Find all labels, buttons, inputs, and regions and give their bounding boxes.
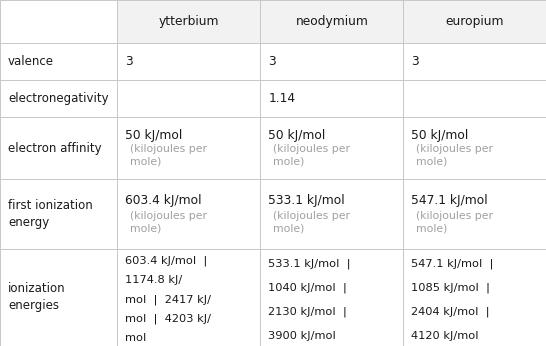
Text: (kilojoules per
mole): (kilojoules per mole) <box>274 145 351 167</box>
Text: 603.4 kJ/mol  |: 603.4 kJ/mol | <box>126 255 208 266</box>
Text: first ionization
energy: first ionization energy <box>8 199 93 229</box>
Text: 1040 kJ/mol  |: 1040 kJ/mol | <box>269 282 347 293</box>
Bar <box>403 0 546 43</box>
Text: neodymium: neodymium <box>295 15 369 28</box>
Text: (kilojoules per
mole): (kilojoules per mole) <box>130 145 207 167</box>
Bar <box>0 180 117 249</box>
Bar <box>0 80 117 117</box>
Bar <box>260 80 403 117</box>
Bar <box>117 0 260 43</box>
Bar <box>403 43 546 80</box>
Text: 533.1 kJ/mol: 533.1 kJ/mol <box>269 194 345 207</box>
Bar <box>403 117 546 180</box>
Bar <box>117 117 260 180</box>
Bar <box>117 80 260 117</box>
Bar <box>260 0 403 43</box>
Bar <box>0 43 117 80</box>
Text: 547.1 kJ/mol: 547.1 kJ/mol <box>412 194 488 207</box>
Bar <box>0 0 117 43</box>
Bar <box>117 180 260 249</box>
Text: 2130 kJ/mol  |: 2130 kJ/mol | <box>269 307 347 317</box>
Text: 3: 3 <box>412 55 419 68</box>
Text: electronegativity: electronegativity <box>8 92 109 105</box>
Text: 50 kJ/mol: 50 kJ/mol <box>126 129 183 142</box>
Bar <box>403 249 546 346</box>
Text: 3900 kJ/mol: 3900 kJ/mol <box>269 331 336 341</box>
Bar <box>260 117 403 180</box>
Text: mol  |  4203 kJ/: mol | 4203 kJ/ <box>126 313 211 324</box>
Text: 2404 kJ/mol  |: 2404 kJ/mol | <box>412 307 490 317</box>
Bar <box>0 117 117 180</box>
Text: mol: mol <box>126 333 147 343</box>
Bar <box>260 180 403 249</box>
Text: ionization
energies: ionization energies <box>8 282 66 312</box>
Text: electron affinity: electron affinity <box>8 142 102 155</box>
Text: 1174.8 kJ/: 1174.8 kJ/ <box>126 275 183 285</box>
Bar <box>117 249 260 346</box>
Text: 547.1 kJ/mol  |: 547.1 kJ/mol | <box>412 258 494 268</box>
Text: 3: 3 <box>269 55 276 68</box>
Bar <box>117 43 260 80</box>
Text: (kilojoules per
mole): (kilojoules per mole) <box>274 211 351 234</box>
Bar <box>403 180 546 249</box>
Text: 533.1 kJ/mol  |: 533.1 kJ/mol | <box>269 258 351 268</box>
Text: europium: europium <box>446 15 504 28</box>
Text: 3: 3 <box>126 55 133 68</box>
Text: 1.14: 1.14 <box>269 92 295 105</box>
Bar <box>260 43 403 80</box>
Text: 603.4 kJ/mol: 603.4 kJ/mol <box>126 194 202 207</box>
Text: mol  |  2417 kJ/: mol | 2417 kJ/ <box>126 294 211 304</box>
Bar <box>260 249 403 346</box>
Bar <box>0 249 117 346</box>
Text: 4120 kJ/mol: 4120 kJ/mol <box>412 331 479 341</box>
Bar <box>403 80 546 117</box>
Text: 50 kJ/mol: 50 kJ/mol <box>269 129 326 142</box>
Text: (kilojoules per
mole): (kilojoules per mole) <box>417 145 494 167</box>
Text: (kilojoules per
mole): (kilojoules per mole) <box>417 211 494 234</box>
Text: 1085 kJ/mol  |: 1085 kJ/mol | <box>412 282 490 293</box>
Text: ytterbium: ytterbium <box>159 15 219 28</box>
Text: (kilojoules per
mole): (kilojoules per mole) <box>130 211 207 234</box>
Text: valence: valence <box>8 55 54 68</box>
Text: 50 kJ/mol: 50 kJ/mol <box>412 129 469 142</box>
